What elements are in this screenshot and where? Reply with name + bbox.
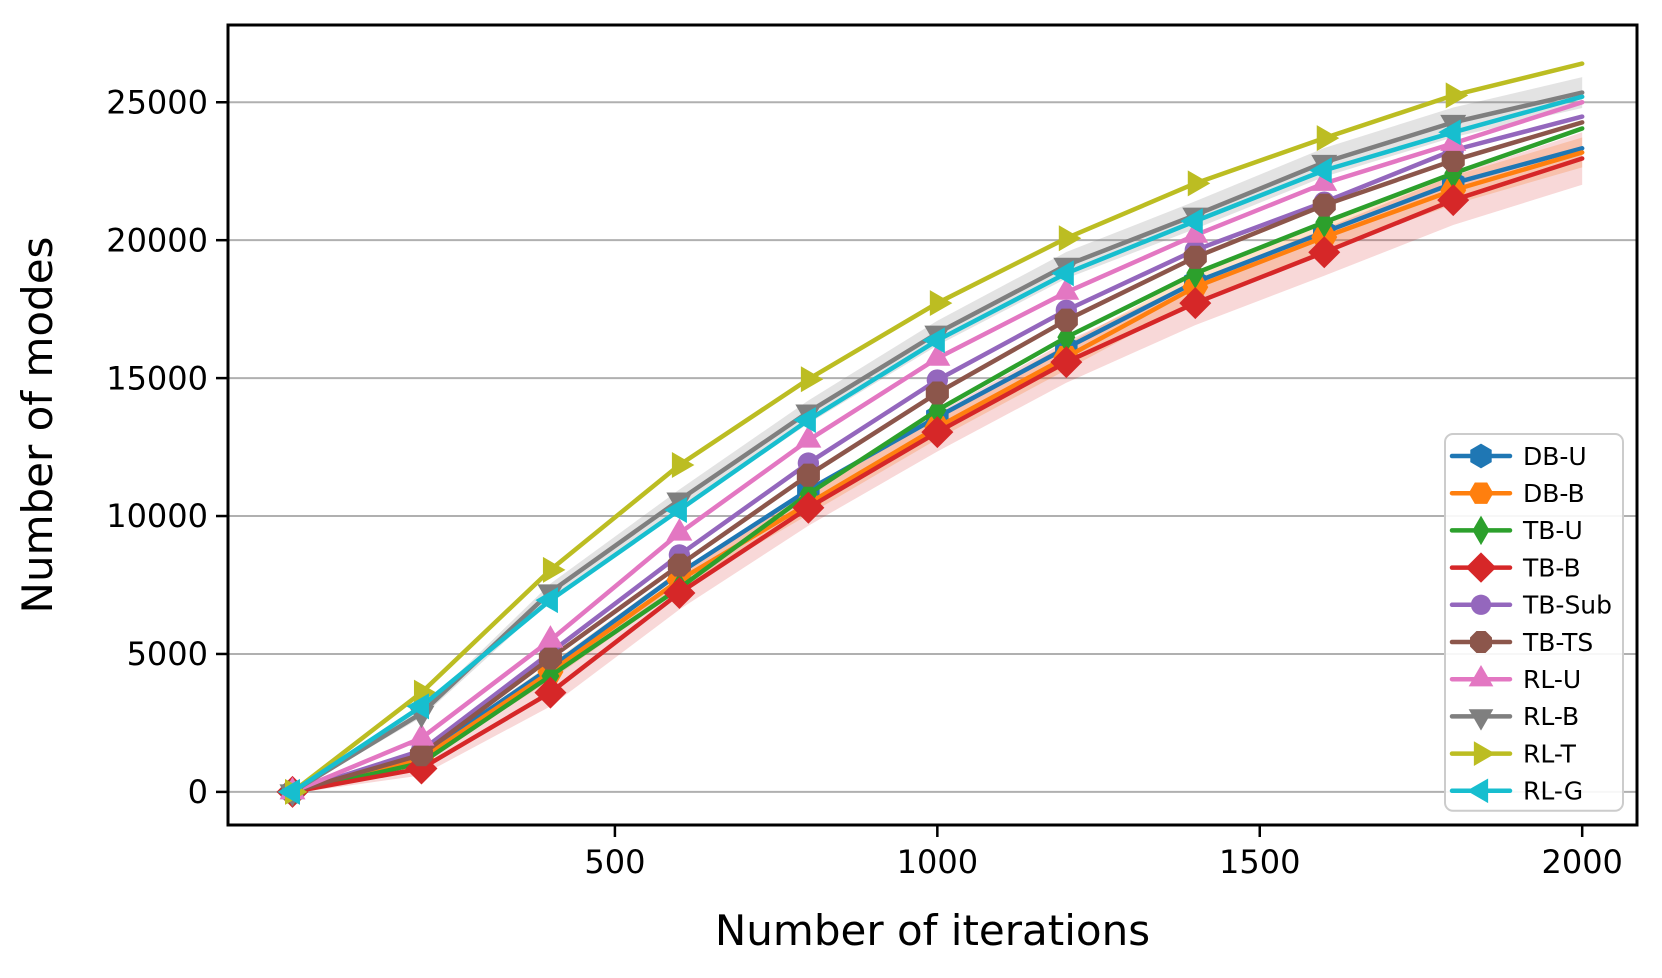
triangle-up-marker-RL-U [1053,277,1080,300]
triangle-left-marker-RL-G [277,778,300,805]
y-axis-ticks: 0 5000 10000 15000 20000 25000 [106,83,228,811]
octagon-marker-TB-TS [1183,245,1207,269]
triangle-up-marker-RL-U [1311,168,1338,191]
diamond-marker-TB-B [792,491,825,524]
octagon-marker-TB-TS [925,381,949,405]
diamond-marker-TB-B [534,676,567,709]
legend-label: TB-Sub [1522,591,1612,620]
legend-entry-DB-U: DB-U [1449,442,1587,471]
triangle-left-marker-RL-G [1309,157,1332,184]
triangle-up-legend-marker-RL-U [1468,664,1494,687]
thin-diamond-legend-marker-TB-U [1472,515,1490,546]
triangle-left-marker-RL-G [664,496,687,523]
y-tick-label: 25000 [106,83,208,121]
triangle-right-marker-RL-T [1316,125,1340,152]
triangle-left-marker-RL-G [922,327,945,354]
x-tick-label: 1000 [897,843,978,881]
legend-entry-RL-T: RL-T [1449,739,1577,768]
y-axis-label: Number of modes [13,237,62,614]
y-tick-label: 20000 [106,221,208,259]
plot-frame [226,23,1639,827]
legend-entry-TB-TS: TB-TS [1449,628,1593,657]
triangle-left-marker-RL-G [1051,260,1074,287]
triangle-left-marker-RL-G [793,407,816,434]
triangle-down-legend-marker-RL-B [1468,709,1494,731]
legend-entry-TB-B: TB-B [1449,552,1581,583]
legend-entry-RL-U: RL-U [1449,664,1581,694]
octagon-marker-TB-TS [1312,193,1336,217]
legend-label: DB-B [1523,479,1585,508]
triangle-up-marker-RL-U [408,723,435,746]
triangle-right-marker-RL-T [929,290,953,317]
triangle-left-marker-RL-G [1438,119,1461,146]
triangle-up-marker-RL-U [666,518,693,541]
band-DB-B [292,137,1583,793]
legend-label: TB-U [1522,516,1583,545]
octagon-marker-TB-TS [409,743,434,767]
octagon-marker-TB-TS [1441,148,1465,172]
circle-legend-marker-TB-Sub [1470,594,1492,615]
legend-entry-TB-Sub: TB-Sub [1449,591,1612,620]
legend-entry-TB-U: TB-U [1449,515,1583,546]
diamond-marker-TB-B [1050,346,1083,379]
hexagon-legend-marker-DB-U [1470,443,1492,469]
octagon-marker-TB-TS [667,553,691,577]
legend-label: DB-U [1523,442,1587,471]
octagon-marker-TB-TS [538,646,562,670]
diamond-marker-TB-B [1437,184,1470,217]
legend-label: RL-T [1523,739,1577,768]
octagon-marker-TB-TS [796,463,820,487]
triangle-right-marker-RL-T [1445,82,1469,109]
diamond-legend-marker-TB-B [1465,552,1497,583]
series-TB-B [276,156,1585,808]
x-axis-label: Number of iterations [715,906,1150,955]
triangle-left-marker-RL-G [1180,208,1203,235]
diamond-marker-TB-B [663,577,696,609]
triangle-left-marker-RL-G [535,587,558,614]
triangle-up-marker-RL-U [795,425,822,448]
legend-label: TB-TS [1522,628,1593,657]
triangle-left-marker-RL-G [406,693,429,720]
y-tick-label: 0 [188,773,208,811]
triangle-up-marker-RL-U [537,625,564,648]
x-tick-label: 500 [584,843,645,881]
triangle-right-legend-marker-RL-T [1473,741,1496,766]
legend-label: TB-B [1522,553,1581,582]
y-tick-label: 5000 [127,635,208,673]
triangle-right-marker-RL-T [800,366,824,393]
x-axis-ticks: 500 1000 1500 2000 [584,825,1623,881]
diamond-marker-TB-B [1308,236,1341,269]
x-tick-label: 1500 [1219,843,1300,881]
diamond-marker-TB-B [1179,287,1212,320]
triangle-right-marker-RL-T [542,556,566,583]
legend-entry-RL-B: RL-B [1449,702,1579,731]
legend-label: RL-U [1523,665,1581,694]
y-tick-label: 15000 [106,359,208,397]
triangle-right-marker-RL-T [671,452,695,478]
y-tick-label: 10000 [106,497,208,535]
legend-entry-RL-G: RL-G [1449,777,1583,806]
triangle-left-legend-marker-RL-G [1466,778,1489,804]
legend-entry-DB-B: DB-B [1449,479,1585,508]
triangle-up-marker-RL-U [924,343,951,366]
legend-label: RL-G [1523,777,1583,806]
series-RL-G [277,94,1585,805]
octagon-legend-marker-TB-TS [1470,631,1492,653]
octagon-marker-TB-TS [1054,308,1078,332]
x-tick-label: 2000 [1541,843,1622,881]
diamond-marker-TB-B [921,416,954,449]
legend: DB-U DB-B TB-U TB-B TB-Sub TB-TS RL-U RL-B RL-T R… [1444,433,1624,812]
legend-label: RL-B [1523,702,1579,731]
triangle-right-marker-RL-T [1187,170,1211,197]
triangle-up-marker-RL-U [1182,220,1209,243]
triangle-right-marker-RL-T [1058,225,1082,252]
hexagon-flat-legend-marker-DB-B [1468,482,1494,504]
series-RL-T [284,61,1585,805]
